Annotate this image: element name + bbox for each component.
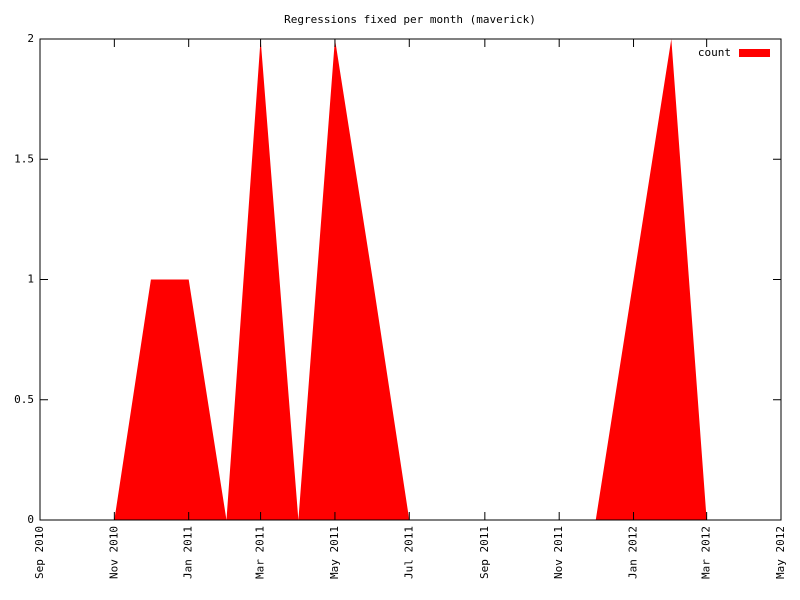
y-tick-label: 2 — [27, 32, 34, 45]
x-tick-label: Jan 2012 — [627, 526, 640, 579]
x-tick-label: May 2011 — [328, 526, 341, 579]
y-tick-label: 1 — [27, 273, 34, 286]
x-tick-label: Nov 2010 — [107, 526, 120, 579]
legend-swatch — [739, 49, 770, 57]
legend-label: count — [698, 46, 731, 59]
x-tick-label: Sep 2011 — [478, 526, 491, 579]
y-tick-label: 0.5 — [14, 393, 34, 406]
y-tick-label: 0 — [27, 513, 34, 526]
x-tick-label: Mar 2012 — [700, 526, 713, 579]
x-tick-label: Jan 2011 — [182, 526, 195, 579]
area — [114, 39, 707, 520]
chart-title: Regressions fixed per month (maverick) — [284, 13, 536, 26]
x-tick-label: Jul 2011 — [402, 526, 415, 579]
x-tick-label: Sep 2010 — [33, 526, 46, 579]
x-tick-label: May 2012 — [774, 526, 787, 579]
y-tick-label: 1.5 — [14, 152, 34, 165]
x-tick-label: Nov 2011 — [552, 526, 565, 579]
x-tick-label: Mar 2011 — [254, 526, 267, 579]
